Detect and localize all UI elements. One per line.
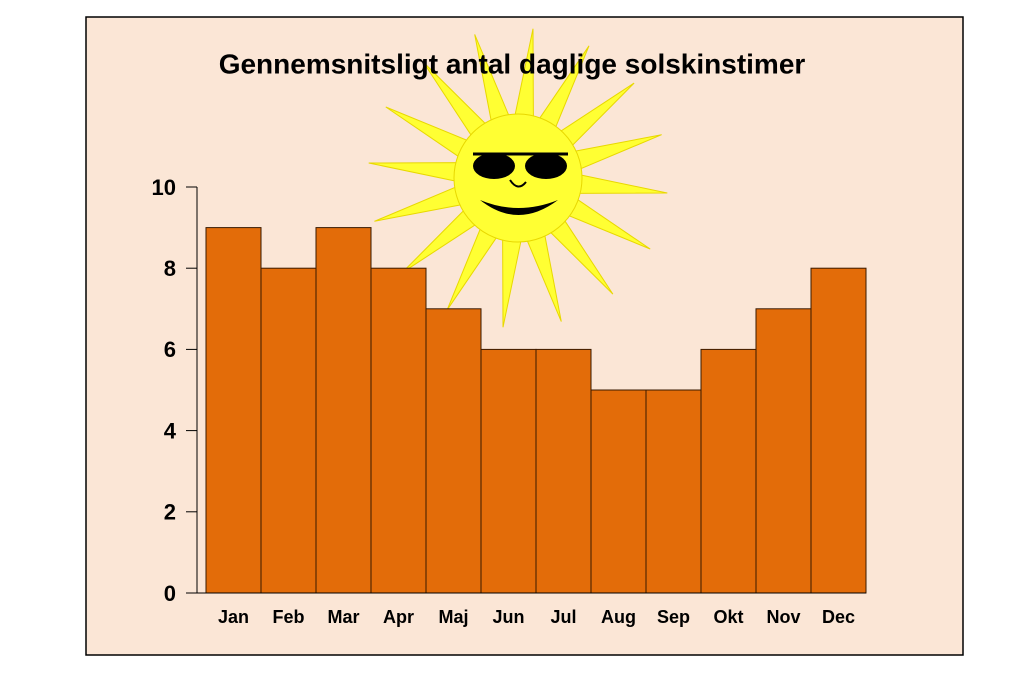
bar [810, 267, 867, 594]
sun-nose [509, 179, 527, 188]
x-tick-label: Feb [272, 607, 304, 627]
x-tick-label: Jan [218, 607, 249, 627]
x-tick-label: Nov [766, 607, 800, 627]
y-tick-label: 6 [164, 337, 176, 362]
bar [755, 308, 812, 594]
bar [260, 267, 317, 594]
sunglass-lens [473, 153, 515, 179]
sun-smile [480, 200, 558, 215]
x-tick-label: Jun [492, 607, 524, 627]
bar [370, 267, 427, 594]
bar [590, 389, 647, 594]
y-tick-label: 0 [164, 581, 176, 606]
bar [645, 389, 702, 594]
bar [205, 227, 262, 594]
y-tick-label: 10 [152, 175, 176, 200]
x-tick-label: Aug [601, 607, 636, 627]
y-tick-label: 8 [164, 256, 176, 281]
x-tick-label: Jul [550, 607, 576, 627]
bar [535, 348, 592, 594]
sun-face [453, 113, 583, 243]
y-tick-label: 2 [164, 500, 176, 525]
x-tick-label: Apr [383, 607, 414, 627]
x-tick-label: Maj [438, 607, 468, 627]
bar [315, 227, 372, 594]
bar [425, 308, 482, 594]
bar [480, 348, 537, 594]
chart-title: Gennemsnitsligt antal daglige solskinsti… [219, 48, 806, 79]
x-tick-label: Mar [327, 607, 359, 627]
x-tick-label: Dec [822, 607, 855, 627]
x-tick-label: Okt [713, 607, 743, 627]
sunglass-lens [525, 153, 567, 179]
bar [700, 348, 757, 594]
x-tick-label: Sep [657, 607, 690, 627]
sun-illustration [368, 28, 668, 328]
y-tick-label: 4 [164, 418, 177, 443]
